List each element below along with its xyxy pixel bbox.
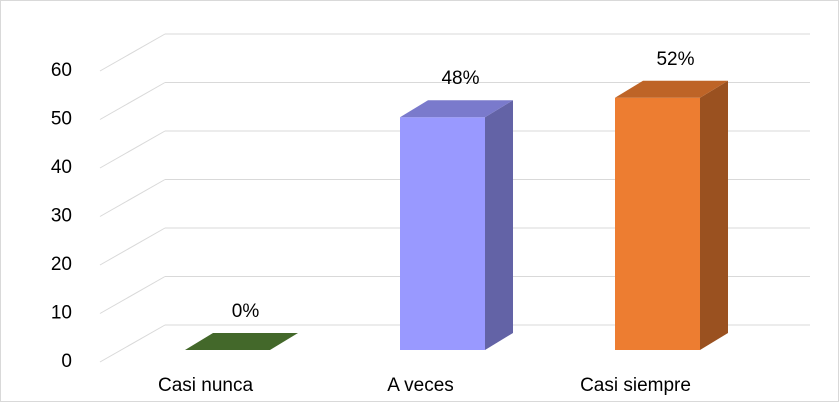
y-tick-label: 60: [51, 60, 72, 81]
y-tick-label: 10: [51, 303, 72, 324]
grid-line-side: [99, 227, 166, 266]
bar-top: [400, 100, 513, 118]
bar: [185, 333, 298, 350]
grid-line-side: [99, 82, 166, 120]
y-tick-label: 20: [51, 254, 72, 275]
bar-top: [615, 80, 728, 98]
x-tick-label: Casi siempre: [580, 375, 691, 396]
bar-front: [615, 97, 700, 350]
y-tick-label: 40: [51, 157, 72, 178]
grid-line-side: [99, 33, 166, 72]
y-tick-label: 50: [51, 109, 72, 130]
y-tick-label: 30: [51, 206, 72, 227]
value-label: 48%: [441, 68, 479, 89]
bar-side: [700, 80, 728, 351]
y-tick-label: 0: [61, 351, 72, 372]
grid-line-side: [99, 130, 166, 169]
value-label: 0%: [232, 301, 260, 322]
bar: [400, 100, 513, 350]
grid-line-side: [99, 179, 166, 217]
bar: [615, 80, 728, 351]
grid-line-side: [99, 276, 166, 314]
bar-front: [400, 117, 485, 350]
x-tick-label: Casi nunca: [158, 375, 253, 396]
x-tick-label: A veces: [387, 375, 454, 396]
grid-line-side: [99, 324, 166, 363]
value-label: 52%: [656, 49, 694, 70]
bar-side: [485, 100, 513, 350]
bar-top: [185, 333, 298, 350]
